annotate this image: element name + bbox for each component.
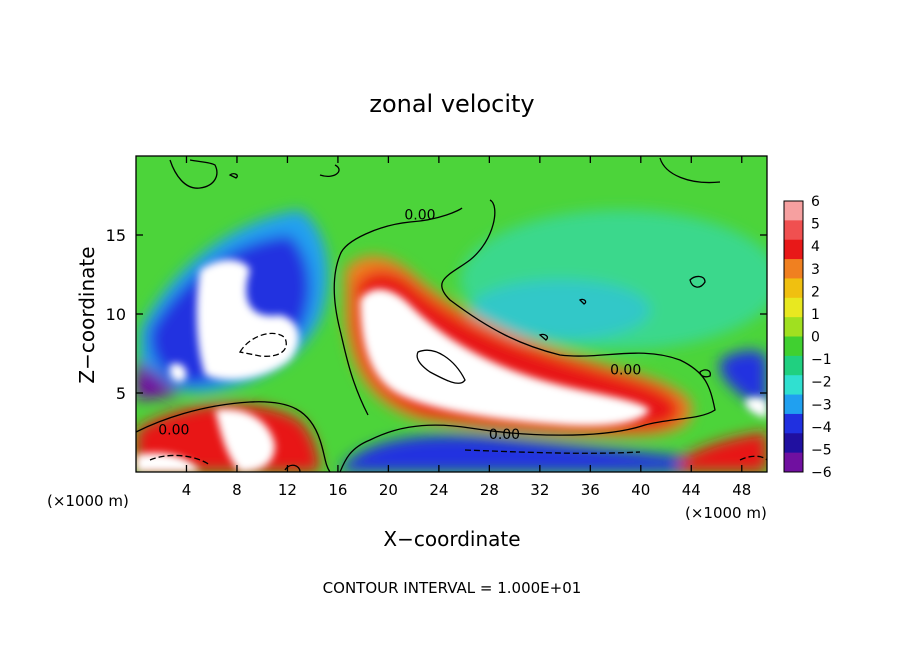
x-tick-label: 24 bbox=[429, 481, 448, 499]
x-tick-label: 40 bbox=[631, 481, 650, 499]
colorbar-label: −2 bbox=[811, 375, 832, 391]
colorbar-swatch bbox=[784, 239, 803, 260]
contour-interval-note: CONTOUR INTERVAL = 1.000E+01 bbox=[323, 579, 582, 597]
x-tick-label: 44 bbox=[682, 481, 701, 499]
chart-title: zonal velocity bbox=[369, 90, 534, 118]
x-tick-label: 48 bbox=[732, 481, 751, 499]
x-tick-label: 12 bbox=[278, 481, 297, 499]
x-units-right: (×1000 m) bbox=[685, 504, 767, 522]
colorbar-label: −3 bbox=[811, 397, 832, 413]
colorbar-label: −6 bbox=[811, 465, 832, 481]
x-tick-label: 4 bbox=[182, 481, 192, 499]
x-axis: 4 8 12 16 20 24 28 32 36 40 44 48 bbox=[182, 156, 751, 499]
colorbar-swatch bbox=[784, 278, 803, 299]
colorbar-swatch bbox=[784, 452, 803, 473]
colorbar-label: 4 bbox=[811, 239, 820, 255]
x-tick-label: 32 bbox=[530, 481, 549, 499]
colorbar-label: 2 bbox=[811, 284, 820, 300]
heatmap-field bbox=[136, 156, 767, 472]
contour-label: 0.00 bbox=[610, 362, 641, 378]
x-tick-label: 20 bbox=[379, 481, 398, 499]
colorbar-swatch bbox=[784, 413, 803, 434]
colorbar-label: 1 bbox=[811, 307, 820, 323]
colorbar-swatch bbox=[784, 394, 803, 415]
colorbar-label: −5 bbox=[811, 442, 832, 458]
contour-lines bbox=[136, 157, 767, 472]
x-tick-label: 28 bbox=[480, 481, 499, 499]
colorbar-label: −1 bbox=[811, 352, 832, 368]
colorbar-label: 6 bbox=[811, 194, 820, 210]
colorbar-label: 3 bbox=[811, 262, 820, 278]
x-units-left: (×1000 m) bbox=[47, 492, 129, 510]
colorbar-swatch bbox=[784, 375, 803, 396]
x-tick-label: 36 bbox=[581, 481, 600, 499]
y-axis: 5 10 15 bbox=[106, 226, 767, 403]
x-axis-label: X−coordinate bbox=[383, 527, 520, 551]
y-tick-label: 10 bbox=[106, 305, 126, 324]
colorbar-swatch bbox=[784, 259, 803, 279]
colorbar-swatch bbox=[784, 220, 803, 241]
colorbar-swatch bbox=[784, 201, 803, 221]
contour-label: 0.00 bbox=[158, 422, 189, 438]
colorbar-frame bbox=[783, 200, 804, 473]
contour-label: 0.00 bbox=[404, 207, 435, 223]
contour-labels: 0.00 0.00 0.00 0.00 bbox=[158, 207, 641, 443]
y-tick-label: 5 bbox=[116, 384, 126, 403]
x-tick-label: 8 bbox=[232, 481, 242, 499]
y-tick-label: 15 bbox=[106, 226, 126, 245]
colorbar-swatch bbox=[784, 297, 803, 318]
colorbar-label: 0 bbox=[811, 330, 820, 346]
x-tick-label: 16 bbox=[328, 481, 347, 499]
contour-label: 0.00 bbox=[489, 427, 520, 443]
colorbar-label: −4 bbox=[811, 420, 832, 436]
colorbar-label: 5 bbox=[811, 217, 820, 233]
colorbar-swatch bbox=[784, 317, 803, 337]
y-axis-label: Z−coordinate bbox=[75, 246, 99, 383]
colorbar: 6 5 4 3 2 1 0 −1 −2 −3 −4 −5 −6 bbox=[783, 194, 832, 481]
colorbar-swatch bbox=[784, 433, 803, 454]
colorbar-swatch bbox=[784, 336, 803, 357]
colorbar-swatch bbox=[784, 355, 803, 376]
